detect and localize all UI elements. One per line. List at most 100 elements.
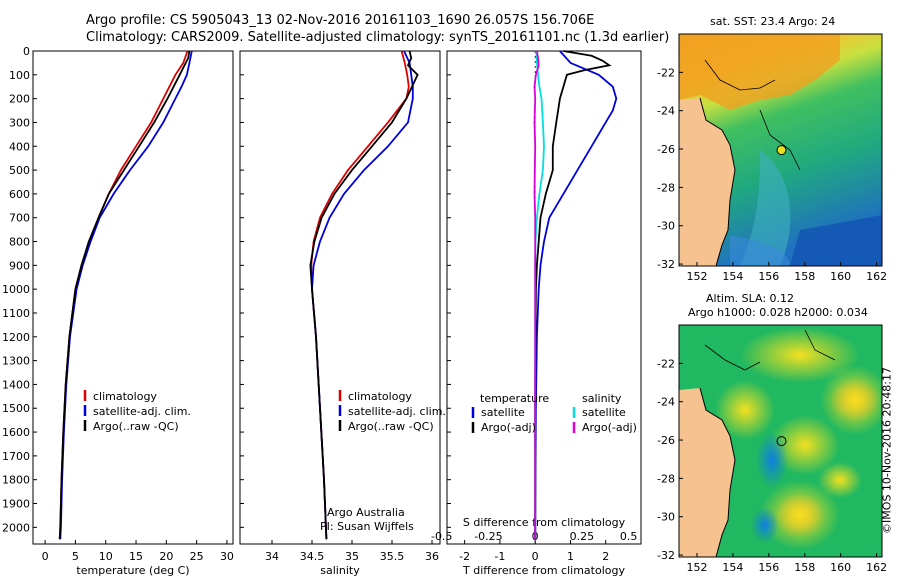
map-x-tick-label: 162 bbox=[866, 561, 887, 574]
y-tick-label: 800 bbox=[9, 236, 30, 249]
map-y-tick-label: -26 bbox=[657, 434, 675, 447]
series-line-satellite bbox=[59, 50, 193, 540]
series-line-T-satellite bbox=[534, 50, 618, 540]
x-axis-label: temperature (deg C) bbox=[76, 564, 189, 577]
s-diff-tick-label: 0.5 bbox=[620, 530, 638, 543]
x-tick-label: 25 bbox=[190, 550, 204, 563]
x-tick-label: 20 bbox=[159, 550, 173, 563]
map-y-tick-label: -22 bbox=[657, 357, 675, 370]
map-y-tick-label: -24 bbox=[657, 105, 675, 118]
series-line-T-argo bbox=[534, 50, 612, 540]
x-tick-label: 30 bbox=[220, 550, 234, 563]
y-tick-label: 500 bbox=[9, 164, 30, 177]
y-tick-label: 1100 bbox=[2, 307, 30, 320]
x-axis-label: salinity bbox=[320, 564, 360, 577]
legend-label: climatology bbox=[93, 390, 157, 403]
map-x-tick-label: 152 bbox=[686, 270, 707, 283]
sla-map bbox=[678, 324, 883, 558]
map-y-tick-label: -24 bbox=[657, 396, 675, 409]
series-line-satellite bbox=[311, 50, 414, 540]
y-tick-label: 1700 bbox=[2, 450, 30, 463]
map-y-tick-label: -30 bbox=[657, 220, 675, 233]
legend-header-salinity: salinity bbox=[582, 392, 622, 405]
legend-label: satellite bbox=[481, 406, 525, 419]
series-line-argo bbox=[309, 50, 419, 540]
x-tick-label: -2 bbox=[459, 550, 470, 563]
sla-map-title-line2: Argo h1000: 0.028 h2000: 0.034 bbox=[688, 306, 868, 319]
x-tick-label: 0 bbox=[532, 550, 539, 563]
s-diff-axis-label: S difference from climatology bbox=[463, 516, 626, 529]
y-tick-label: 700 bbox=[9, 212, 30, 225]
legend-label: satellite-adj. clim. bbox=[93, 405, 191, 418]
map-y-tick-label: -32 bbox=[657, 258, 675, 271]
map-x-tick-label: 154 bbox=[722, 561, 743, 574]
map-y-tick-label: -30 bbox=[657, 511, 675, 524]
y-tick-label: 1300 bbox=[2, 355, 30, 368]
y-tick-label: 900 bbox=[9, 259, 30, 272]
salinity-panel bbox=[239, 50, 441, 545]
map-x-tick-label: 156 bbox=[758, 561, 779, 574]
map-y-tick-label: -22 bbox=[657, 66, 675, 79]
temperature-panel bbox=[32, 50, 234, 545]
x-tick-label: 0 bbox=[42, 550, 49, 563]
annotation-line2: PI: Susan Wijffels bbox=[320, 520, 414, 533]
series-line-climatology bbox=[310, 50, 410, 540]
sst-map bbox=[678, 33, 883, 267]
difference-panel bbox=[446, 50, 642, 545]
legend-label: Argo(-adj) bbox=[481, 421, 536, 434]
x-tick-label: 15 bbox=[129, 550, 143, 563]
y-tick-label: 1000 bbox=[2, 283, 30, 296]
legend-label: Argo(-adj) bbox=[582, 421, 637, 434]
legend-label: Argo(..raw -QC) bbox=[348, 420, 434, 433]
y-tick-label: 600 bbox=[9, 188, 30, 201]
map-y-tick-label: -28 bbox=[657, 181, 675, 194]
s-diff-tick-label: -0.25 bbox=[474, 530, 502, 543]
legend-label: satellite bbox=[582, 406, 626, 419]
map-x-tick-label: 158 bbox=[794, 270, 815, 283]
map-x-tick-label: 160 bbox=[830, 270, 851, 283]
map-y-tick-label: -32 bbox=[657, 549, 675, 562]
y-tick-label: 300 bbox=[9, 116, 30, 129]
x-tick-label: 2 bbox=[602, 550, 609, 563]
s-diff-tick-label: -0.5 bbox=[431, 530, 452, 543]
x-tick-label: 1 bbox=[567, 550, 574, 563]
s-diff-tick-label: 0.25 bbox=[570, 530, 595, 543]
y-tick-label: 2000 bbox=[2, 521, 30, 534]
legend-label: satellite-adj. clim. bbox=[348, 405, 446, 418]
y-tick-label: 1200 bbox=[2, 331, 30, 344]
legend-label: Argo(..raw -QC) bbox=[93, 420, 179, 433]
map-x-tick-label: 152 bbox=[686, 561, 707, 574]
float-position-marker bbox=[776, 436, 787, 447]
series-line-climatology bbox=[58, 50, 189, 540]
y-tick-label: 1800 bbox=[2, 474, 30, 487]
x-tick-label: 35.5 bbox=[380, 550, 405, 563]
y-tick-label: 0 bbox=[23, 45, 30, 58]
x-tick-label: 34.5 bbox=[300, 550, 325, 563]
x-tick-label: 36 bbox=[425, 550, 439, 563]
map-y-tick-label: -26 bbox=[657, 143, 675, 156]
y-tick-label: 1600 bbox=[2, 426, 30, 439]
x-tick-label: 5 bbox=[72, 550, 79, 563]
legend-label: climatology bbox=[348, 390, 412, 403]
series-line-S-argo bbox=[533, 50, 540, 540]
y-tick-label: 400 bbox=[9, 140, 30, 153]
chart-title-line1: Argo profile: CS 5905043_13 02-Nov-2016 … bbox=[86, 13, 595, 28]
series-line-argo bbox=[58, 50, 191, 540]
legend-header-temperature: temperature bbox=[480, 392, 549, 405]
map-x-tick-label: 162 bbox=[866, 270, 887, 283]
y-tick-label: 1900 bbox=[2, 498, 30, 511]
y-tick-label: 200 bbox=[9, 93, 30, 106]
x-axis-label: T difference from climatology bbox=[462, 564, 625, 577]
map-x-tick-label: 160 bbox=[830, 561, 851, 574]
map-y-tick-label: -28 bbox=[657, 472, 675, 485]
annotation-line1: Argo Australia bbox=[327, 506, 405, 519]
sla-map-title-line1: Altim. SLA: 0.12 bbox=[706, 292, 795, 305]
imos-credit: ©IMOS 10-Nov-2016 20:48:17 bbox=[880, 367, 894, 534]
map-x-tick-label: 156 bbox=[758, 270, 779, 283]
x-tick-label: 35 bbox=[345, 550, 359, 563]
float-position-marker bbox=[776, 145, 787, 156]
map-x-tick-label: 158 bbox=[794, 561, 815, 574]
chart-title-line2: Climatology: CARS2009. Satellite-adjuste… bbox=[86, 30, 670, 45]
x-tick-label: 34 bbox=[265, 550, 279, 563]
